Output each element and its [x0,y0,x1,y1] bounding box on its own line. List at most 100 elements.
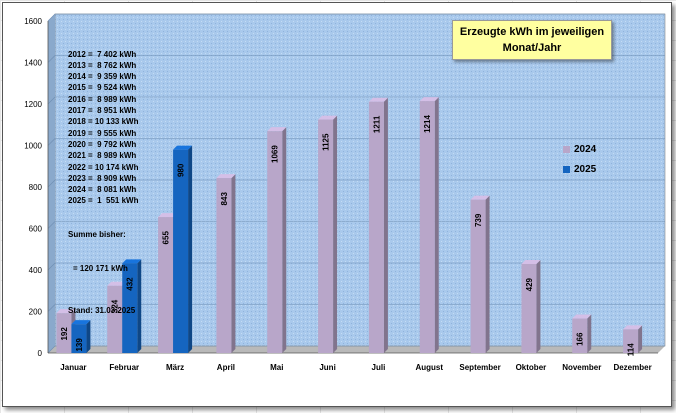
legend-entry-2024: 2024 [563,139,596,159]
x-tick-label-8: September [459,363,500,372]
data-label-2024-10: 166 [576,332,585,346]
yearly-total-8: 2020 = 9 792 kWh [68,139,137,149]
bar-top-2024-0 [56,309,76,314]
data-label-2024-1: 324 [111,299,120,313]
legend-swatch-2025 [563,165,570,173]
y-tick-label-2: 400 [29,266,43,275]
grid-line-diag-7 [47,55,56,63]
y-tick-label-6: 1200 [24,100,42,109]
x-tick-label-5: Juni [319,363,335,372]
bar-2024-Dezember: 114 [623,325,643,356]
y-tick-label-5: 1000 [24,142,42,151]
grid-line-diag-5 [47,138,56,146]
yearly-total-2: 2014 = 9 359 kWh [68,72,137,82]
bar-front-2024-5 [318,119,334,353]
bar-front-2025-1 [122,263,138,353]
yearly-total-4: 2016 = 8 989 kWh [68,94,137,104]
bar-top-2024-2 [158,213,178,218]
bar-top-2024-4 [267,127,287,132]
bar-front-2024-3 [216,178,232,353]
data-label-2024-7: 1214 [423,115,432,133]
bar-2024-April: 843 [216,174,236,353]
bar-front-2024-0 [56,313,72,353]
chart-title: Erzeugte kWh im jeweiligen Monat/Jahr [452,20,612,60]
grid-line-diag-0 [47,345,56,354]
grid-line-diag-3 [47,221,56,229]
bar-2025-Januar: 139 [71,320,91,353]
bar-front-2025-0 [71,324,87,353]
yearly-total-12: 2024 = 8 081 kWh [68,185,137,195]
legend-label-2025: 2025 [574,163,597,175]
y-tick-label-1: 200 [29,308,43,317]
data-label-2024-2: 655 [162,231,171,245]
bar-top-2024-8 [470,195,490,200]
y-tick-label-7: 1400 [24,59,42,68]
data-label-2025-1: 432 [126,277,135,291]
bar-side-2025-1 [137,259,142,353]
bar-front-2024-1 [107,285,123,353]
yearly-total-6: 2018 = 10 133 kWh [68,117,139,127]
yearly-total-0: 2012 = 7 402 kWh [68,49,137,59]
summe-label: Summe bisher: [68,230,126,240]
legend-entry-2025: 2025 [563,159,596,179]
data-label-2025-0: 139 [75,338,84,352]
bar-front-2024-2 [158,217,174,353]
bar-side-2024-4 [282,127,287,354]
bar-side-2024-3 [231,174,236,353]
bar-side-2024-8 [485,195,490,353]
plot-floor [48,346,665,353]
chart-legend: 2024 2025 [563,139,596,179]
legend-label-2024: 2024 [574,143,597,155]
y-tick-label-3: 600 [29,225,43,234]
grid-line-diag-6 [47,96,56,105]
data-label-2024-5: 1125 [322,133,331,151]
bar-side-2024-6 [383,97,388,353]
bar-top-2025-2 [173,145,193,150]
data-label-2024-6: 1211 [372,115,381,133]
yearly-total-10: 2022 = 10 174 kWh [68,162,139,172]
data-label-2024-4: 1069 [271,145,280,163]
x-tick-label-4: Mai [270,363,283,372]
bar-front-2024-8 [470,199,486,353]
yearly-total-1: 2013 = 8 762 kWh [68,60,137,70]
bar-chart: 0 200 400 600 800 1000 1200 1400 1600 192 139 324 4… [24,13,666,372]
bar-side-2024-7 [434,97,439,353]
bar-2024-Oktober: 429 [521,259,541,353]
bar-2024-Mai: 1069 [267,127,287,354]
grid-line-diag-8 [47,13,56,22]
data-label-2024-0: 192 [60,327,69,341]
bar-front-2024-7 [419,101,435,353]
x-tick-label-11: Dezember [613,363,651,372]
data-label-2024-11: 114 [627,343,636,356]
data-label-2024-8: 739 [474,213,483,227]
bar-side-2024-11 [638,325,643,353]
grid-line-diag-4 [47,179,56,188]
bar-side-2024-9 [536,259,541,353]
bar-front-2024-11 [623,329,639,353]
bar-top-2024-11 [623,325,643,330]
bar-top-2024-7 [419,97,439,102]
grid-line-diag-1 [47,304,56,312]
bar-2024-September: 739 [470,195,490,353]
yearly-totals-list: 2012 = 7 402 kWh 2013 = 8 762 kWh 2014 = 9… [68,49,139,207]
x-tick-label-0: Januar [60,363,86,372]
x-tick-label-6: Juli [372,363,386,372]
chart-title-line-1: Erzeugte kWh im jeweiligen [459,26,605,38]
bar-front-2024-9 [521,263,537,353]
chart-title-line-2: Monat/Jahr [502,42,562,54]
yearly-total-5: 2017 = 8 951 kWh [68,106,137,116]
legend-swatch-2024 [563,145,570,153]
bar-side-2025-2 [188,145,193,353]
bar-2024-Juni: 1125 [318,115,338,353]
data-label-2024-3: 843 [220,192,229,206]
bar-top-2024-6 [368,97,388,102]
yearly-total-9: 2021 = 8 989 kWh [68,151,137,161]
data-label-2024-9: 429 [525,277,534,291]
data-label-2025-2: 980 [177,163,186,177]
summe-value: = 120 171 kWh [73,264,128,274]
yearly-total-13: 2025 = 1 551 kWh [68,196,139,206]
bar-front-2024-6 [368,101,384,353]
y-tick-label-4: 800 [29,183,43,192]
yearly-total-11: 2023 = 8 909 kWh [68,173,137,183]
bar-2025-März: 980 [173,145,193,353]
